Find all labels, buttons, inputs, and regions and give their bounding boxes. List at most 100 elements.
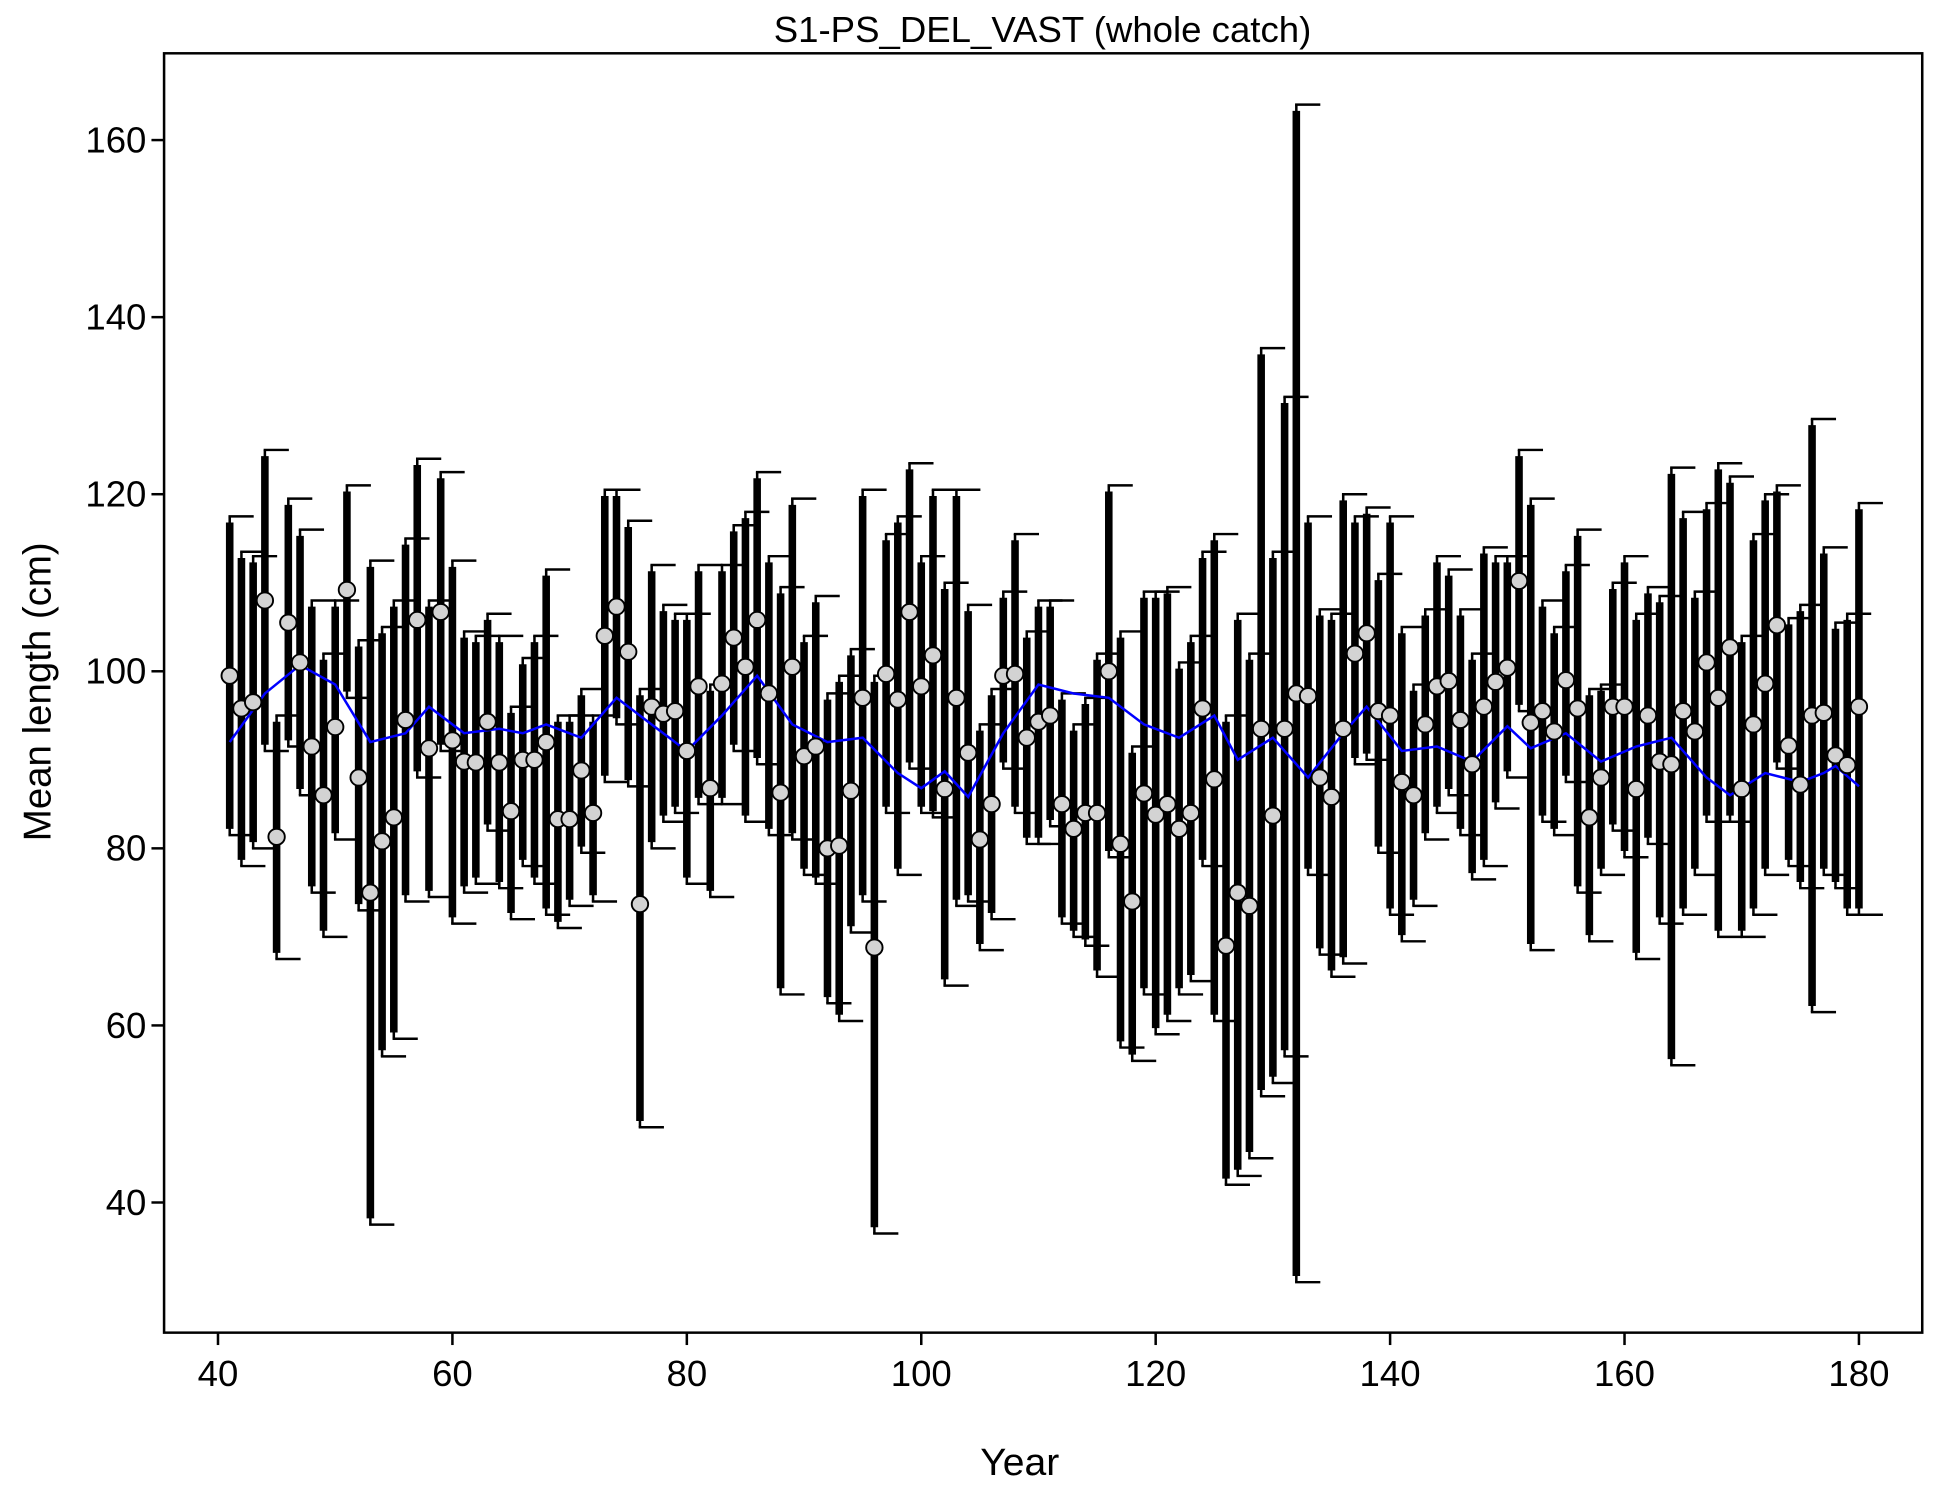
mean-point (1404, 786, 1423, 805)
mean-point (1791, 775, 1810, 794)
mean-point (525, 750, 544, 769)
mean-point (947, 688, 966, 707)
mean-point (490, 753, 509, 772)
mean-point (220, 666, 239, 685)
mean-point (267, 827, 286, 846)
x-tick-label: 60 (432, 1353, 473, 1394)
mean-point (888, 690, 907, 709)
mean-point (1017, 728, 1036, 747)
mean-point (876, 664, 896, 683)
mean-point (1838, 756, 1857, 775)
mean-point (841, 781, 861, 800)
mean-point (302, 737, 321, 756)
x-tick-label: 180 (1828, 1353, 1889, 1394)
mean-point (1263, 806, 1283, 825)
mean-point (572, 761, 591, 780)
mean-point (443, 731, 462, 750)
mean-point (1697, 653, 1716, 672)
mean-point (1509, 571, 1529, 590)
mean-point (607, 597, 626, 616)
mean-point (1087, 803, 1107, 822)
x-tick-label: 120 (1125, 1353, 1186, 1394)
mean-point (1498, 658, 1517, 677)
mean-point (712, 674, 732, 693)
mean-point (1673, 702, 1693, 721)
mean-point (279, 613, 298, 632)
mean-point (1275, 719, 1294, 738)
mean-point (595, 626, 614, 645)
mean-point (771, 783, 790, 802)
mean-point (900, 602, 919, 621)
mean-point (314, 786, 333, 805)
mean-point (1685, 722, 1704, 741)
mean-point (466, 753, 486, 772)
x-tick-label: 100 (891, 1353, 952, 1394)
mean-point (748, 610, 767, 629)
mean-point (1193, 699, 1212, 718)
mean-point (255, 591, 275, 610)
mean-point (970, 830, 990, 849)
mean-point (478, 712, 497, 731)
mean-point (1627, 780, 1646, 799)
mean-point (1474, 697, 1494, 716)
mean-point (1849, 697, 1869, 716)
mean-point (865, 938, 884, 957)
mean-point (912, 677, 931, 696)
mean-point (1005, 664, 1025, 683)
mean-point (1298, 687, 1318, 706)
mean-point (759, 684, 779, 703)
mean-point (1767, 616, 1787, 635)
mean-point (1462, 755, 1482, 774)
mean-point (1416, 715, 1435, 734)
mean-point (1322, 788, 1341, 806)
mean-point (806, 737, 825, 756)
mean-point (1486, 672, 1505, 691)
mean-point (935, 780, 954, 799)
mean-point (501, 802, 521, 821)
x-tick-label: 80 (666, 1353, 707, 1394)
mean-point (1568, 699, 1587, 718)
mean-point (1345, 644, 1365, 663)
mean-point (1064, 819, 1083, 838)
mean-point (724, 628, 743, 647)
mean-point (560, 810, 579, 829)
mean-point (982, 795, 1001, 814)
mean-point (1744, 715, 1763, 734)
mean-point (1052, 795, 1072, 814)
y-tick-label: 140 (85, 297, 146, 338)
mean-point (290, 653, 310, 672)
mean-point (794, 747, 814, 766)
mean-point (1205, 770, 1224, 789)
mean-point (1756, 674, 1775, 693)
mean-point (1310, 768, 1329, 787)
mean-point (736, 657, 755, 676)
mean-point (783, 657, 802, 676)
mean-point (1228, 883, 1247, 902)
mean-point (419, 739, 439, 758)
mean-point (689, 677, 708, 696)
mean-point (630, 895, 650, 914)
mean-point (537, 733, 556, 752)
mean-point (1134, 784, 1154, 803)
mean-point (372, 832, 392, 851)
mean-point (337, 580, 357, 599)
mean-point (1439, 672, 1458, 691)
mean-point (1111, 834, 1130, 853)
x-axis-label: Year (980, 1442, 1059, 1485)
mean-point (583, 803, 603, 822)
mean-point (349, 768, 368, 787)
mean-point (1533, 702, 1552, 721)
mean-point (1158, 795, 1177, 814)
x-tick-label: 140 (1360, 1353, 1421, 1394)
mean-point (1240, 896, 1259, 915)
mean-point (1146, 805, 1165, 824)
mean-point (1380, 706, 1400, 725)
mean-point (1638, 706, 1658, 725)
mean-point (1732, 780, 1751, 799)
mean-point (431, 602, 450, 621)
smooth-line (228, 663, 1860, 800)
mean-point (1334, 719, 1353, 738)
mean-point (958, 743, 978, 762)
